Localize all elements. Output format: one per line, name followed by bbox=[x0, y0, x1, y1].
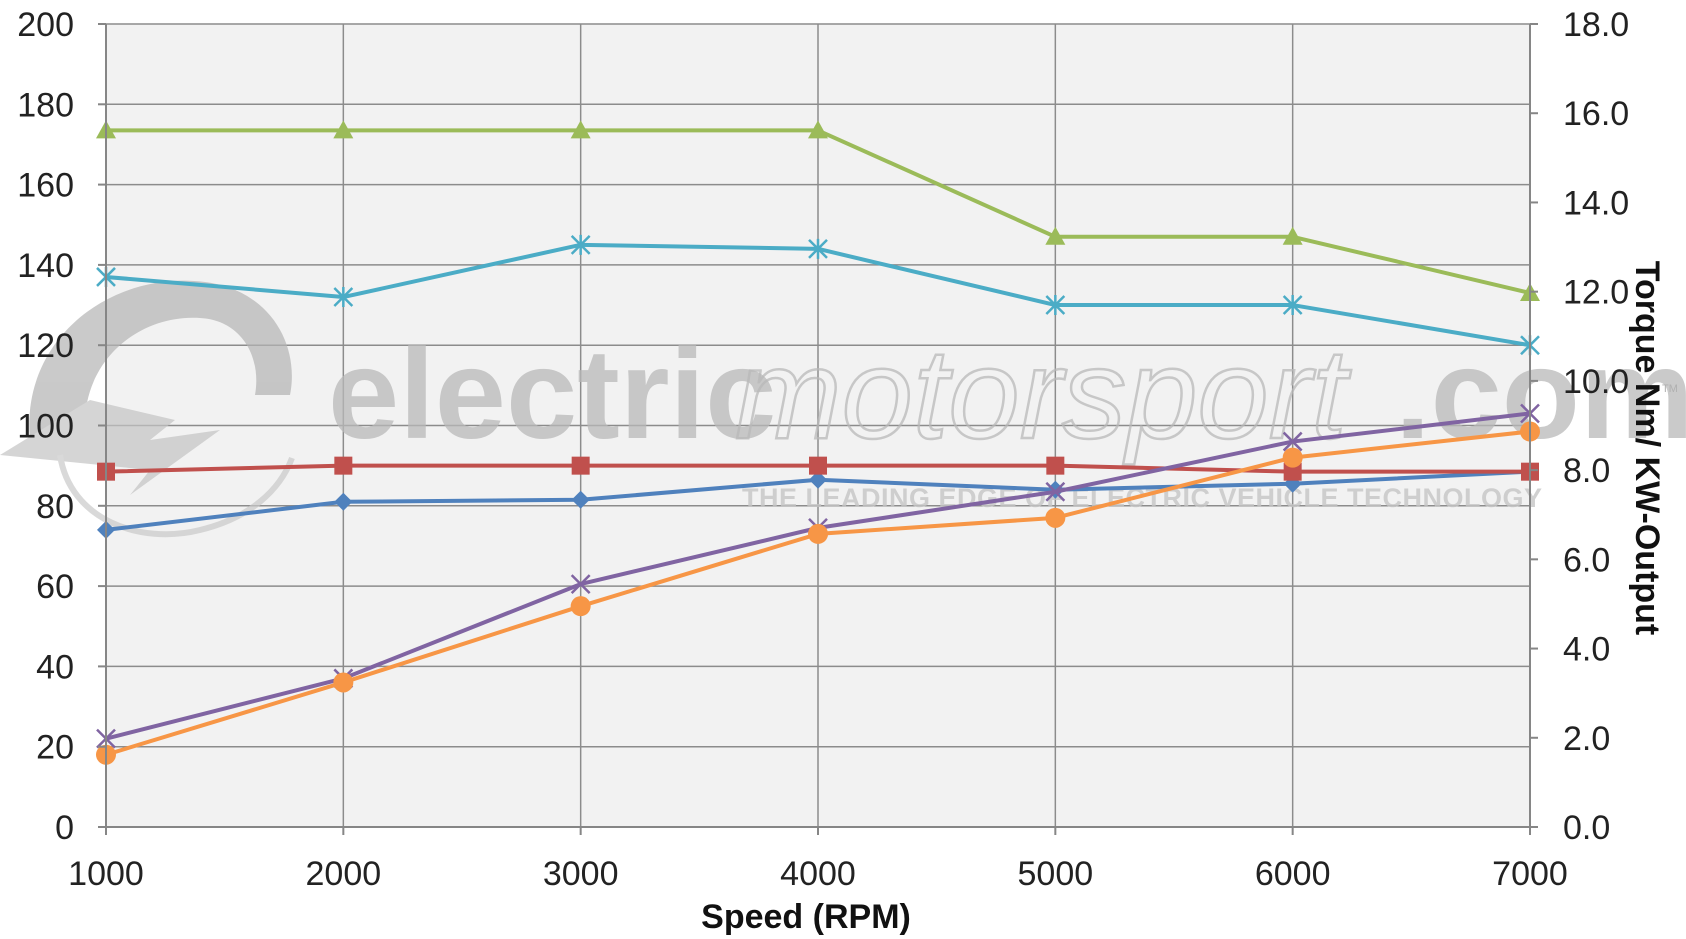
y2-tick-label: 4.0 bbox=[1563, 631, 1610, 669]
data-point bbox=[333, 287, 354, 308]
y-tick-label: 0 bbox=[55, 809, 74, 847]
watermark-brand-light: motorsport bbox=[735, 323, 1351, 466]
y2-tick-label: 14.0 bbox=[1563, 184, 1629, 222]
y-tick-label: 40 bbox=[36, 648, 74, 686]
x-axis-title: Speed (RPM) bbox=[701, 898, 911, 936]
data-point bbox=[808, 238, 828, 259]
watermark-logo-icon bbox=[0, 280, 295, 538]
data-point bbox=[570, 120, 591, 139]
data-point bbox=[570, 596, 591, 617]
x-tick-label: 2000 bbox=[306, 855, 382, 893]
y-tick-label: 60 bbox=[36, 568, 74, 606]
x-tick-label: 3000 bbox=[543, 855, 619, 893]
y2-tick-label: 10.0 bbox=[1563, 363, 1629, 401]
data-point bbox=[809, 470, 827, 489]
gridlines bbox=[105, 23, 1531, 828]
watermark-brand-bold: electric bbox=[328, 323, 776, 466]
data-point bbox=[809, 456, 827, 475]
data-point bbox=[1282, 431, 1303, 452]
data-point bbox=[570, 574, 591, 594]
y2-tick-label: 18.0 bbox=[1563, 6, 1629, 44]
data-point bbox=[1283, 462, 1302, 481]
y2-tick-label: 2.0 bbox=[1563, 720, 1610, 758]
data-point bbox=[1045, 507, 1066, 528]
data-point bbox=[1282, 226, 1303, 245]
y-tick-label: 120 bbox=[17, 327, 74, 365]
y2-tick-label: 16.0 bbox=[1563, 95, 1629, 133]
y2-tick-label: 6.0 bbox=[1563, 541, 1610, 579]
tick-labels: 0 20 40 60 80 100 120 140 160 180 200 0.0 2.0 4.0 6.0 8… bbox=[17, 6, 1629, 893]
x-tick-label: 5000 bbox=[1018, 855, 1094, 893]
y2-tick-label: 0.0 bbox=[1563, 809, 1610, 847]
data-point bbox=[808, 523, 828, 544]
x-tick-label: 4000 bbox=[780, 855, 856, 893]
x-tick-label: 7000 bbox=[1492, 855, 1568, 893]
data-point bbox=[1045, 226, 1066, 245]
y-tick-label: 20 bbox=[36, 729, 74, 767]
y-tick-label: 100 bbox=[17, 408, 74, 446]
data-point bbox=[334, 492, 353, 511]
watermark-tm: TM bbox=[1662, 383, 1678, 395]
data-point bbox=[334, 456, 353, 475]
y-tick-label: 180 bbox=[17, 86, 74, 124]
data-point bbox=[1045, 481, 1066, 502]
x-tick-label: 6000 bbox=[1255, 855, 1331, 893]
y-tick-label: 140 bbox=[17, 247, 74, 285]
series-5 bbox=[96, 234, 1540, 356]
data-point bbox=[1045, 295, 1066, 316]
data-point bbox=[570, 234, 591, 255]
y2-tick-label: 12.0 bbox=[1563, 274, 1629, 312]
data-point bbox=[571, 490, 590, 509]
data-point bbox=[1282, 447, 1303, 468]
data-point bbox=[1282, 295, 1303, 316]
y-tick-label: 80 bbox=[36, 488, 74, 526]
y-tick-label: 160 bbox=[17, 167, 74, 205]
x-tick-label: 1000 bbox=[68, 855, 144, 893]
series-layer bbox=[96, 120, 1540, 765]
y2-axis-title: Torque Nm/ KW-Output bbox=[1628, 261, 1666, 636]
data-point bbox=[571, 456, 590, 475]
y2-tick-label: 8.0 bbox=[1563, 452, 1610, 490]
data-point bbox=[1046, 456, 1065, 475]
y-tick-label: 200 bbox=[17, 6, 74, 44]
data-point bbox=[333, 120, 354, 139]
data-point bbox=[333, 672, 354, 693]
data-point bbox=[808, 120, 828, 139]
